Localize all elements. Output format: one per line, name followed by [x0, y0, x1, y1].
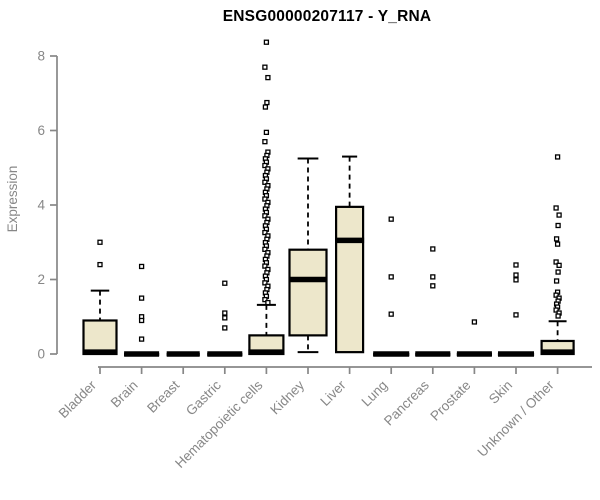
- outlier-point: [553, 205, 559, 211]
- y-tick-label: 4: [37, 198, 45, 213]
- outlier-point: [262, 280, 268, 286]
- x-tick-label: Pancreas: [381, 377, 432, 428]
- outlier-point: [262, 213, 268, 219]
- outlier-point: [262, 162, 268, 169]
- outlier-point: [388, 274, 394, 280]
- outlier-point: [553, 292, 559, 298]
- outlier-point: [513, 277, 519, 283]
- x-tick-label: Kidney: [267, 377, 307, 417]
- x-tick-label: Gastric: [183, 377, 224, 418]
- outlier-point: [471, 319, 478, 325]
- outlier-point: [430, 246, 436, 252]
- outlier-point: [262, 196, 268, 202]
- outlier-point: [513, 312, 519, 318]
- outlier-point: [262, 229, 268, 236]
- x-tick-label: Unknown / Other: [474, 377, 557, 460]
- x-tick-label: Bladder: [56, 377, 100, 421]
- outlier-point: [264, 99, 270, 106]
- box-kidney: [288, 248, 328, 337]
- outlier-point: [553, 236, 560, 242]
- outlier-point: [555, 313, 561, 319]
- outlier-point: [138, 295, 145, 301]
- outlier-point: [553, 278, 560, 284]
- outlier-point: [97, 261, 103, 268]
- outlier-point: [262, 246, 268, 252]
- outlier-point: [430, 283, 436, 289]
- outlier-point: [263, 39, 270, 45]
- outlier-point: [262, 104, 269, 110]
- outlier-point: [138, 263, 145, 270]
- outlier-point: [222, 310, 228, 316]
- x-tick-label: Liver: [317, 377, 349, 409]
- outlier-point: [222, 315, 228, 321]
- outlier-point: [553, 307, 559, 313]
- y-tick-label: 2: [37, 272, 45, 287]
- outlier-point: [138, 317, 145, 324]
- outlier-point: [262, 179, 268, 185]
- outlier-point: [513, 272, 519, 278]
- outlier-point: [262, 139, 268, 145]
- x-tick-label: Lung: [358, 378, 390, 410]
- y-tick-label: 6: [37, 123, 45, 138]
- outlier-point: [265, 299, 271, 306]
- box-liver: [335, 205, 365, 354]
- x-tick-label: Brain: [108, 378, 141, 411]
- outlier-point: [388, 216, 394, 222]
- x-tick-label: Breast: [144, 377, 182, 415]
- outlier-point: [556, 262, 562, 268]
- outlier-point: [263, 129, 270, 136]
- outlier-point: [555, 269, 561, 275]
- outlier-point: [554, 154, 561, 160]
- x-tick-label: Skin: [486, 378, 515, 407]
- outlier-point: [262, 263, 268, 269]
- x-tick-label: Prostate: [427, 378, 473, 424]
- y-tick-label: 0: [37, 347, 45, 362]
- outlier-point: [265, 74, 271, 81]
- outlier-point: [222, 280, 228, 286]
- outlier-point: [138, 336, 145, 342]
- y-tick-label: 8: [37, 49, 45, 64]
- box-bladder: [82, 319, 118, 356]
- outlier-point: [556, 212, 562, 218]
- outlier-point: [222, 325, 228, 331]
- outlier-point: [554, 241, 561, 247]
- outlier-point: [553, 259, 559, 265]
- outlier-point: [513, 262, 519, 268]
- outlier-point: [430, 274, 436, 280]
- outlier-point: [388, 311, 394, 317]
- outlier-point: [555, 222, 561, 229]
- chart-title: ENSG00000207117 - Y_RNA: [222, 8, 432, 25]
- outlier-point: [262, 296, 268, 303]
- outlier-point: [97, 239, 103, 245]
- outlier-point: [262, 64, 268, 70]
